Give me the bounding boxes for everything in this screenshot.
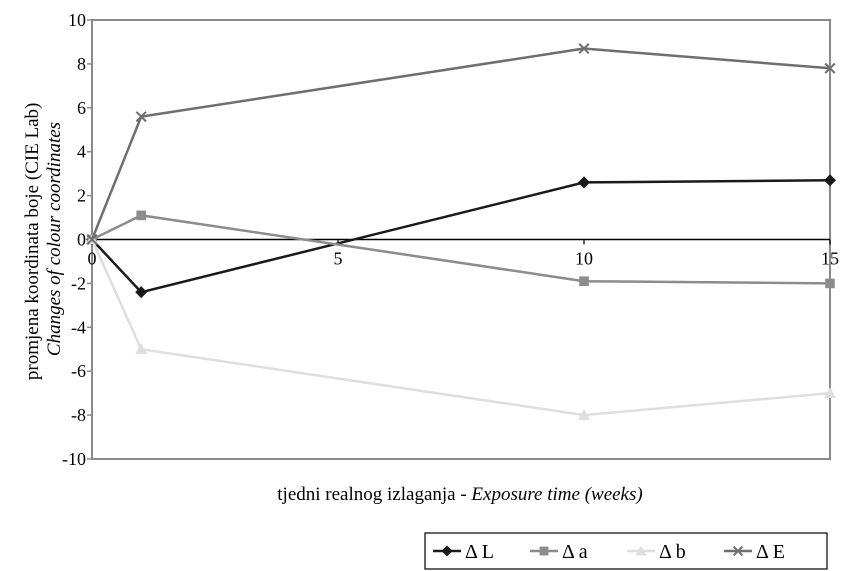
data-point-delta-b <box>824 387 836 398</box>
legend-item-delta-e: Δ E <box>724 541 785 563</box>
y-tick-label: 4 <box>77 142 86 162</box>
legend-label-delta-a: Δ a <box>562 541 588 563</box>
y-tick-label: -6 <box>71 361 86 381</box>
data-point-delta-l <box>578 176 590 189</box>
y-tick-labels: -10 -8 -6 -4 -2 0 2 4 6 8 10 <box>62 10 92 469</box>
series-delta-e <box>86 43 836 246</box>
y-axis-label: promjena koordinata boje (CIE Lab) Chang… <box>22 98 65 380</box>
data-point-delta-a <box>579 276 589 287</box>
legend-marker-delta-a <box>539 546 549 556</box>
series-line-delta-b <box>90 238 831 417</box>
legend-item-delta-b: Δ b <box>627 541 686 563</box>
data-point-delta-e <box>578 43 590 55</box>
y-tick-label: -8 <box>71 405 86 425</box>
series-line-delta-e <box>90 47 831 240</box>
legend-item-delta-a: Δ a <box>530 541 588 563</box>
y-tick-label: -2 <box>71 273 86 293</box>
data-point-delta-e <box>824 62 836 74</box>
data-point-delta-l <box>824 174 836 187</box>
series-line-delta-l <box>91 178 831 294</box>
legend-label-delta-e: Δ E <box>756 541 785 563</box>
data-point-delta-e <box>135 111 147 123</box>
series-line-delta-a <box>91 214 831 285</box>
x-tick-labels: 0 5 10 15 <box>88 239 839 269</box>
x-axis-label: tjedni realnog izlaganja - Exposure time… <box>277 484 642 505</box>
y-tick-label: -10 <box>62 449 86 469</box>
legend-label-delta-b: Δ b <box>659 541 686 563</box>
y-axis-label-line1: promjena koordinata boje (CIE Lab) <box>22 103 43 381</box>
y-axis-label-line2: Changes of colour coordinates <box>44 122 65 356</box>
x-tick-label: 10 <box>575 249 593 269</box>
x-tick-label: 5 <box>334 249 343 269</box>
y-tick-label: -4 <box>71 317 86 337</box>
x-tick-label: 0 <box>88 249 97 269</box>
x-tick-label: 15 <box>821 249 839 269</box>
y-tick-label: 8 <box>77 54 86 74</box>
legend-marker-delta-b <box>635 545 647 556</box>
legend-item-delta-l: Δ L <box>433 541 494 563</box>
series-layer <box>86 43 836 420</box>
legend-box <box>424 532 828 570</box>
y-tick-label: 10 <box>68 10 86 30</box>
data-point-delta-b <box>135 343 148 355</box>
y-tick-label: 6 <box>77 98 86 118</box>
legend-marker-delta-e <box>732 545 744 557</box>
data-point-delta-a <box>136 210 146 221</box>
data-point-delta-a <box>825 278 835 289</box>
data-point-delta-l <box>135 286 148 299</box>
data-point-delta-e <box>86 233 98 246</box>
x-axis-label-plain: tjedni realnog izlaganja - <box>277 484 471 505</box>
legend-label-delta-l: Δ L <box>465 541 494 563</box>
y-tick-label: 0 <box>77 230 86 250</box>
y-tick-label: 2 <box>77 186 86 206</box>
x-axis-label-italic: Exposure time (weeks) <box>470 484 642 505</box>
data-point-delta-b <box>578 409 590 420</box>
legend-marker-delta-l <box>441 545 453 557</box>
